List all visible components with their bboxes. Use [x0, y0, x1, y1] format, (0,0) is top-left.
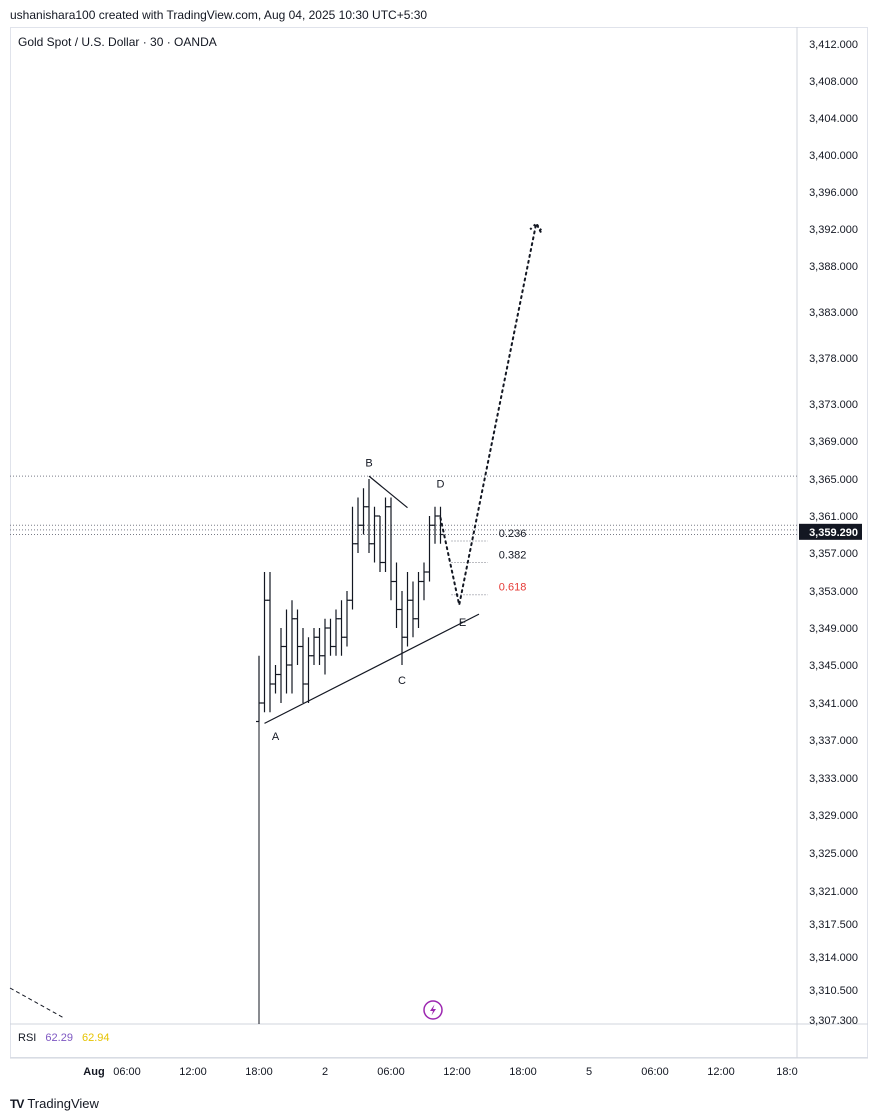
wave-label-d: D [437, 478, 445, 490]
wave-label-b: B [365, 458, 372, 470]
wave-label-a: A [272, 731, 280, 743]
ohlc-bar[interactable] [267, 572, 273, 713]
x-tick-label: 18:0 [776, 1066, 797, 1078]
ohlc-bar[interactable] [294, 609, 301, 666]
ohlc-bar[interactable] [421, 562, 427, 601]
y-tick-label: 3,404.000 [809, 113, 858, 125]
ohlc-bar[interactable] [410, 581, 416, 638]
x-tick-label: 2 [322, 1066, 328, 1078]
y-tick-label: 3,337.000 [809, 735, 858, 747]
ohlc-bar[interactable] [327, 618, 334, 656]
y-tick-label: 3,345.000 [809, 660, 858, 672]
y-tick-label: 3,365.000 [809, 474, 858, 486]
last-price-tag [799, 523, 862, 540]
x-tick-label: Aug [83, 1066, 104, 1078]
ohlc-bar[interactable] [333, 609, 339, 656]
y-tick-label: 3,325.000 [809, 848, 858, 860]
ohlc-bar[interactable] [377, 515, 383, 572]
y-tick-label: 3,314.000 [809, 952, 858, 964]
y-tick-label: 3,408.000 [809, 76, 858, 88]
x-tick-label: 18:00 [245, 1066, 273, 1078]
fib-level-label: 0.618 [499, 582, 527, 594]
y-tick-label: 3,357.000 [809, 548, 858, 560]
y-tick-label: 3,388.000 [809, 261, 858, 273]
rsi-label: RSI [18, 1032, 37, 1044]
y-tick-label: 3,400.000 [809, 150, 858, 162]
ohlc-bar[interactable] [300, 628, 306, 703]
y-tick-label: 3,412.000 [809, 39, 858, 51]
ohlc-bar[interactable] [344, 591, 350, 647]
y-tick-label: 3,329.000 [809, 810, 858, 822]
x-tick-label: 5 [586, 1066, 592, 1078]
x-tick-label: 18:00 [509, 1066, 537, 1078]
y-tick-label: 3,373.000 [809, 399, 858, 411]
forecast-path[interactable] [439, 220, 542, 606]
y-tick-label: 3,317.500 [809, 919, 858, 931]
rsi-legend[interactable]: RSI 62.29 62.94 [18, 1032, 110, 1044]
x-tick-label: 06:00 [377, 1066, 405, 1078]
rsi-ma-value: 62.94 [82, 1032, 110, 1044]
ohlc-bar[interactable] [316, 628, 323, 665]
ohlc-bar[interactable] [289, 600, 295, 694]
ohlc-bar[interactable] [415, 572, 422, 628]
x-tick-label: 12:00 [707, 1066, 735, 1078]
ohlc-bar[interactable] [432, 506, 438, 544]
y-tick-label: 3,341.000 [809, 698, 858, 710]
x-tick-label: 12:00 [179, 1066, 207, 1078]
wave-label-e: E [459, 617, 466, 629]
y-tick-label: 3,310.500 [809, 985, 858, 997]
fib-level-label: 0.236 [499, 528, 527, 540]
ohlc-bar[interactable] [404, 572, 411, 647]
ohlc-bar[interactable] [382, 497, 389, 573]
y-tick-label: 3,321.000 [809, 886, 858, 898]
wave-label-c: C [398, 675, 406, 687]
tradingview-wordmark: TradingView [27, 1096, 99, 1111]
ohlc-bar[interactable] [311, 628, 317, 665]
ohlc-bar[interactable] [272, 665, 279, 694]
ohlc-bar[interactable] [366, 479, 372, 553]
ohlc-bar[interactable] [338, 600, 345, 656]
ohlc-bar[interactable] [426, 516, 433, 582]
y-tick-label: 3,378.000 [809, 353, 858, 365]
ohlc-bar[interactable] [360, 488, 367, 535]
tradingview-icon: TV [10, 1096, 24, 1111]
ohlc-bar[interactable] [393, 562, 400, 629]
y-tick-label: 3,383.000 [809, 307, 858, 319]
last-price-value: 3,359.290 [809, 527, 858, 539]
ohlc-bar[interactable] [349, 506, 356, 610]
ohlc-bar[interactable] [256, 655, 262, 723]
ohlc-bar[interactable] [278, 628, 284, 703]
triangle-lower-line[interactable] [264, 613, 480, 724]
y-tick-label: 3,392.000 [809, 224, 858, 236]
header-credit: ushanishara100 created with TradingView.… [10, 8, 428, 22]
ohlc-bar[interactable] [305, 637, 312, 703]
fib-level-label: 0.382 [499, 550, 527, 562]
triangle-upper-line[interactable] [368, 475, 408, 509]
rsi-value: 62.29 [45, 1032, 73, 1044]
ohlc-bar[interactable] [322, 618, 328, 675]
bolt-icon[interactable] [423, 1000, 443, 1020]
ohlc-bar[interactable] [283, 609, 290, 694]
y-tick-label: 3,396.000 [809, 187, 858, 199]
symbol-title[interactable]: Gold Spot / U.S. Dollar · 30 · OANDA [18, 35, 217, 49]
y-tick-label: 3,353.000 [809, 586, 858, 598]
y-tick-label: 3,333.000 [809, 773, 858, 785]
ohlc-bar[interactable] [437, 506, 444, 544]
y-tick-label: 3,349.000 [809, 623, 858, 635]
y-tick-label: 3,369.000 [809, 436, 858, 448]
ohlc-bar[interactable] [388, 497, 394, 601]
y-tick-label: 3,361.000 [809, 511, 858, 523]
dashed-trendline [9, 987, 65, 1019]
ohlc-bar[interactable] [261, 572, 268, 713]
tradingview-logo[interactable]: TV TradingView [10, 1096, 99, 1111]
y-tick-label: 3,307.300 [809, 1015, 858, 1027]
x-tick-label: 06:00 [113, 1066, 141, 1078]
x-tick-label: 06:00 [641, 1066, 669, 1078]
x-tick-label: 12:00 [443, 1066, 471, 1078]
